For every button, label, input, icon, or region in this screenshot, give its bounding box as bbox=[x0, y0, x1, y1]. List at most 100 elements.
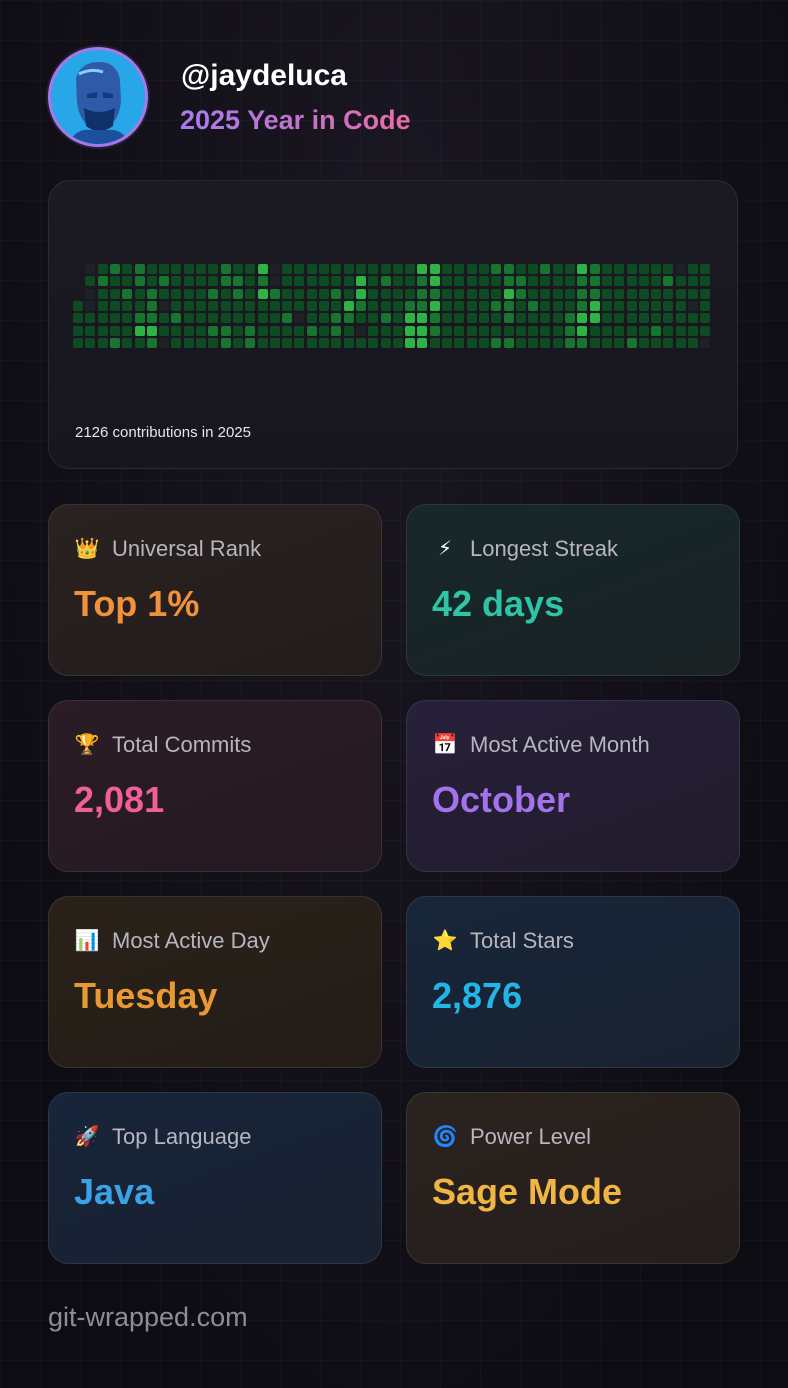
contribution-cell bbox=[171, 288, 182, 299]
contribution-cell bbox=[208, 313, 219, 324]
contribution-cell bbox=[626, 264, 637, 274]
contribution-cell bbox=[515, 300, 526, 311]
footer-site-link[interactable]: git-wrapped.com bbox=[48, 1302, 248, 1332]
contribution-cell bbox=[220, 276, 231, 287]
contribution-cell bbox=[503, 288, 514, 299]
contribution-cell bbox=[515, 325, 526, 336]
contribution-cell bbox=[651, 300, 662, 311]
stat-label-row: 🚀 Top Language bbox=[74, 1124, 252, 1150]
contribution-cell bbox=[294, 288, 305, 299]
contribution-cell bbox=[257, 264, 268, 274]
contribution-cell bbox=[405, 337, 416, 348]
contribution-cell bbox=[565, 276, 575, 287]
contribution-cell bbox=[688, 264, 698, 274]
contribution-cell bbox=[540, 276, 551, 287]
contribution-cell bbox=[442, 337, 452, 348]
contribution-cell bbox=[134, 288, 145, 299]
contribution-cell bbox=[503, 325, 514, 336]
contribution-cell bbox=[343, 276, 354, 287]
stat-card-most-active-month: 📅 Most Active Month October bbox=[406, 700, 740, 872]
contribution-cell bbox=[540, 313, 551, 324]
stat-value: 2,876 bbox=[432, 975, 523, 1016]
contribution-cell bbox=[73, 325, 83, 336]
contribution-cell bbox=[577, 300, 588, 311]
contribution-cell bbox=[282, 264, 293, 274]
contribution-cell bbox=[663, 276, 674, 287]
contribution-cell bbox=[454, 288, 465, 299]
contribution-cell bbox=[122, 264, 133, 274]
contribution-cell bbox=[491, 288, 502, 299]
contribution-cell bbox=[638, 288, 649, 299]
contribution-cell bbox=[478, 337, 489, 348]
contribution-cell bbox=[343, 337, 354, 348]
contribution-cell bbox=[331, 288, 342, 299]
contribution-cell bbox=[245, 288, 256, 299]
contribution-cell bbox=[503, 300, 514, 311]
contribution-cell bbox=[331, 325, 342, 336]
contribution-cell bbox=[294, 264, 305, 274]
contribution-cell bbox=[663, 288, 674, 299]
contribution-cell bbox=[589, 337, 600, 348]
contribution-cell bbox=[122, 300, 133, 311]
contribution-cell bbox=[540, 288, 551, 299]
contribution-cell bbox=[429, 337, 440, 348]
contribution-cell bbox=[626, 276, 637, 287]
contribution-cell bbox=[183, 337, 194, 348]
contribution-cell bbox=[466, 276, 477, 287]
contribution-cell bbox=[171, 337, 182, 348]
contribution-cell bbox=[85, 325, 96, 336]
contribution-cell bbox=[159, 325, 170, 336]
contribution-cell bbox=[257, 300, 268, 311]
contribution-cell bbox=[601, 276, 612, 287]
contribution-cell bbox=[429, 313, 440, 324]
contribution-cell bbox=[663, 313, 674, 324]
contribution-cell bbox=[442, 264, 452, 274]
contribution-cell bbox=[626, 288, 637, 299]
lightning-icon: ⚡ bbox=[437, 538, 453, 560]
stat-value: 2,081 bbox=[74, 779, 165, 820]
contribution-cell bbox=[220, 264, 231, 274]
profile-header: @jaydeluca 2025 Year in Code bbox=[48, 47, 748, 149]
avatar[interactable] bbox=[48, 47, 148, 147]
bar-chart-icon: 📊 bbox=[74, 930, 100, 952]
contribution-cell bbox=[515, 313, 526, 324]
avatar-portrait-icon bbox=[51, 50, 145, 144]
contribution-cell bbox=[368, 288, 379, 299]
contribution-cell bbox=[478, 300, 489, 311]
contribution-cell bbox=[146, 337, 157, 348]
contribution-cell bbox=[442, 325, 452, 336]
contribution-cell bbox=[134, 264, 145, 274]
contribution-cell bbox=[257, 276, 268, 287]
contribution-cell bbox=[97, 337, 108, 348]
contribution-cell bbox=[159, 264, 170, 274]
contribution-cell bbox=[196, 288, 206, 299]
stat-value: 42 days bbox=[432, 583, 565, 624]
contribution-graph-card: 2126 contributions in 2025 bbox=[48, 180, 738, 469]
contribution-cell bbox=[171, 264, 182, 274]
contribution-cell bbox=[651, 288, 662, 299]
contribution-cell bbox=[97, 313, 108, 324]
contribution-cell bbox=[196, 325, 206, 336]
contribution-cell bbox=[442, 288, 452, 299]
contribution-cell bbox=[491, 300, 502, 311]
contribution-cell bbox=[540, 325, 551, 336]
contribution-cell bbox=[183, 264, 194, 274]
contribution-cell bbox=[306, 337, 317, 348]
stat-card-total-commits: 🏆 Total Commits 2,081 bbox=[48, 700, 382, 872]
contribution-cell bbox=[589, 325, 600, 336]
contribution-cell bbox=[392, 325, 403, 336]
contribution-cell bbox=[109, 288, 120, 299]
contribution-cell bbox=[380, 325, 391, 336]
contribution-cell bbox=[85, 288, 96, 299]
contribution-cell bbox=[405, 325, 416, 336]
contribution-cell bbox=[491, 325, 502, 336]
contribution-cell bbox=[552, 288, 563, 299]
contribution-cell bbox=[429, 276, 440, 287]
contribution-cell bbox=[405, 276, 416, 287]
contribution-cell bbox=[257, 288, 268, 299]
stat-label: Power Level bbox=[470, 1124, 592, 1149]
contribution-cell bbox=[417, 313, 428, 324]
contribution-cell bbox=[454, 325, 465, 336]
stat-card-top-language: 🚀 Top Language Java bbox=[48, 1092, 382, 1264]
contribution-cell bbox=[183, 313, 194, 324]
